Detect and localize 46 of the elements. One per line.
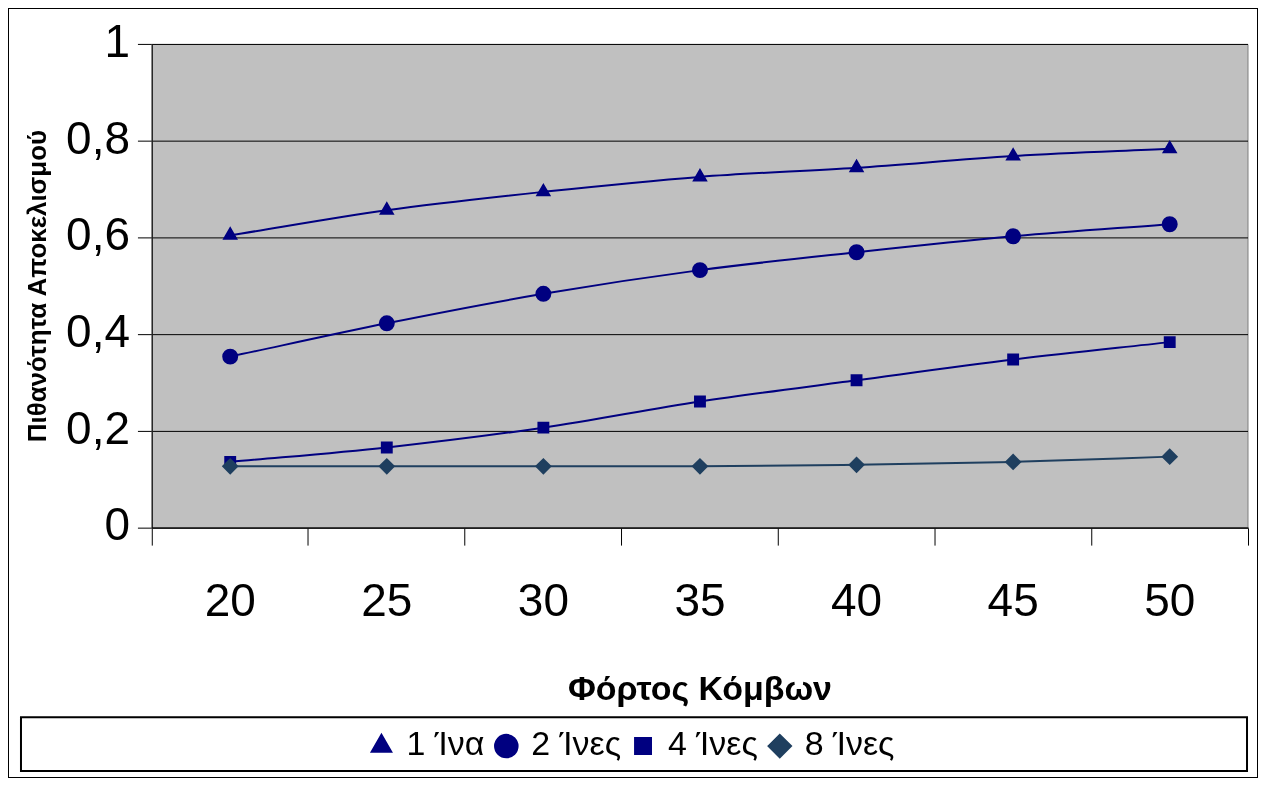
x-tick-label: 45 [987,573,1039,626]
y-tick-label: 0 [104,498,130,551]
point [848,456,865,473]
x-tick-label: 20 [204,573,256,626]
point [1006,148,1021,161]
point [1161,216,1178,233]
point [1007,353,1020,366]
point [850,374,863,387]
point [849,159,864,173]
y-tick-label: 0,4 [66,305,130,358]
point [223,227,238,240]
point [1163,336,1176,349]
point [222,348,239,365]
point [1005,453,1022,470]
y-tick-label: 1 [104,15,130,68]
x-tick-label: 40 [831,573,883,626]
point [380,441,393,454]
point [1005,228,1022,245]
x-tick-label: 35 [674,573,726,626]
point [222,458,239,475]
point [694,395,706,408]
legend-label: 2 Ίνες [531,724,622,763]
point [379,202,394,215]
point [691,262,708,279]
legend-label: 1 Ίνα [406,724,485,763]
point [535,285,552,302]
point [535,458,552,475]
x-tick-label: 25 [361,573,413,626]
point [537,421,550,434]
point [378,315,395,332]
point [378,458,395,475]
y-axis-title: Πιθανότητα Αποκελισμού [22,129,51,443]
y-tick-label: 0,2 [66,401,130,454]
legend-label: 4 Ίνες [668,724,758,763]
point [691,458,708,475]
y-tick-label: 0,8 [66,111,130,164]
x-tick-label: 30 [517,573,569,626]
point [536,183,551,197]
point [1161,448,1178,465]
legend-label: 8 Ίνες [804,724,895,763]
y-tick-label: 0,6 [66,208,130,261]
x-tick-label: 50 [1144,573,1196,626]
point [692,168,708,182]
point [1162,140,1177,154]
x-axis-title: Φόρτος Κόμβων [567,669,832,708]
point [848,244,865,261]
